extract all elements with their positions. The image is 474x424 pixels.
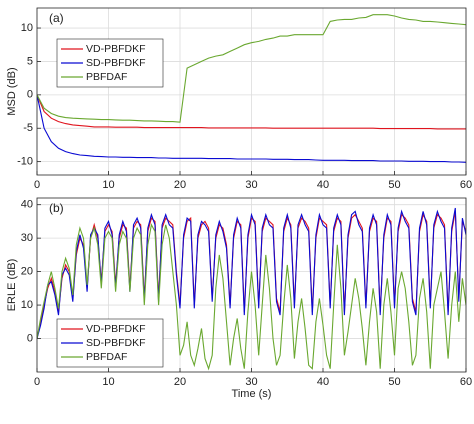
y-tick-label: 5 [27,55,33,67]
x-tick-label: 20 [174,179,186,191]
y-tick-label: 10 [21,299,33,311]
x-tick-label: 10 [102,179,114,191]
y-axis-label: ERLE (dB) [6,259,18,312]
x-tick-label: 60 [460,376,472,388]
plot-frame [36,7,467,176]
series-line [37,207,466,339]
panel-label: (b) [49,201,64,215]
legend-label: SD-PBFDKF [86,57,146,69]
legend-label: SD-PBFDKF [86,337,146,349]
y-tick-label: 30 [21,232,33,244]
x-tick-label: 40 [317,376,329,388]
subplot: 0 10 20 30 40 50 60 -10 -5 0 5 10 (a) MSD (dB) VD-PBFD… [6,7,472,191]
y-tick-label: 10 [21,22,33,34]
series-line [37,14,466,123]
x-tick-label: 30 [245,179,257,191]
y-tick-label: 40 [21,199,33,211]
series-line [37,223,466,371]
series-line [37,94,466,163]
legend-label: PBFDAF [86,351,127,363]
y-tick-label: -10 [17,156,33,168]
y-axis-label: MSD (dB) [6,67,18,115]
legend-label: VD-PBFDKF [86,43,146,55]
y-tick-label: 20 [21,266,33,278]
y-tick-label: 0 [27,332,33,344]
x-tick-label: 0 [34,179,40,191]
series-line [37,94,466,130]
x-tick-label: 60 [460,179,472,191]
x-tick-label: 50 [388,179,400,191]
panel-label: (a) [49,11,64,25]
x-tick-label: 10 [102,376,114,388]
legend-label: VD-PBFDKF [86,323,146,335]
x-tick-label: 50 [388,376,400,388]
x-tick-label: 20 [174,376,186,388]
legend-label: PBFDAF [86,71,127,83]
x-tick-label: 30 [245,376,257,388]
x-axis-label: Time (s) [232,388,272,400]
y-tick-label: 0 [27,89,33,101]
subplot: 0 10 20 30 40 50 60 0 10 20 30 40 (b) ERLE (dB) Time (… [6,197,472,400]
plot-frame [36,197,467,373]
x-tick-label: 0 [34,376,40,388]
y-tick-label: -5 [23,122,33,134]
x-tick-label: 40 [317,179,329,191]
